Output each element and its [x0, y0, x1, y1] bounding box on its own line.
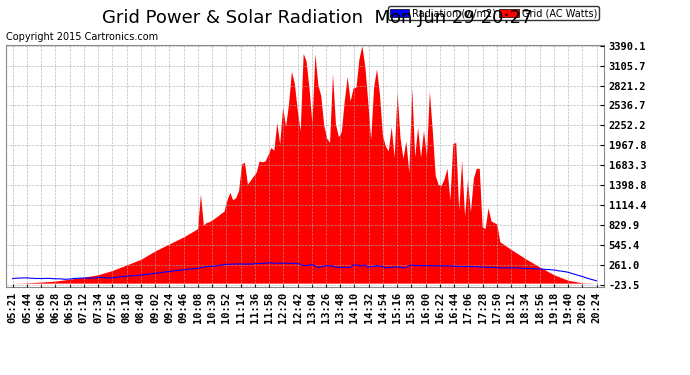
Legend: Radiation (w/m2), Grid (AC Watts): Radiation (w/m2), Grid (AC Watts) — [388, 6, 599, 20]
Text: Grid Power & Solar Radiation  Mon Jun 29 20:27: Grid Power & Solar Radiation Mon Jun 29 … — [102, 9, 533, 27]
Text: Copyright 2015 Cartronics.com: Copyright 2015 Cartronics.com — [6, 32, 157, 42]
